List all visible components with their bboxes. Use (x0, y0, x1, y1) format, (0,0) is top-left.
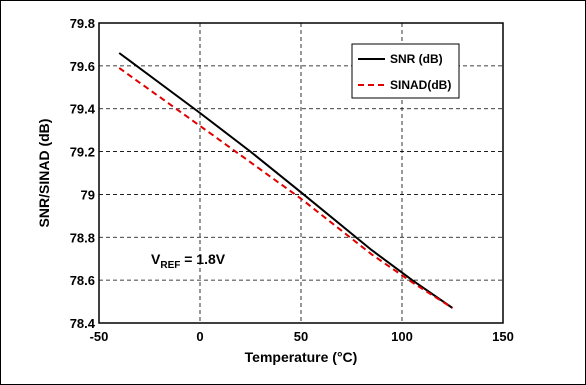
x-tick-label: 100 (391, 329, 413, 344)
series-line-snr (118, 52, 454, 309)
y-tick-label: 79.4 (70, 102, 96, 117)
vref-symbol: V (151, 251, 161, 267)
vref-annotation: VREF = 1.8V (151, 251, 226, 271)
y-tick-label: 79.6 (70, 59, 95, 74)
x-tick-label: 50 (294, 329, 308, 344)
x-tick-label: 150 (492, 329, 514, 344)
x-tick-label: 0 (196, 329, 203, 344)
y-tick-label: 79 (81, 187, 95, 202)
y-axis-label: SNR/SINAD (dB) (36, 119, 52, 228)
y-tick-label: 78.6 (70, 273, 95, 288)
legend: SNR (dB) SINAD(dB) (351, 43, 460, 99)
series-line-sinad (118, 67, 454, 309)
plot-area (98, 22, 504, 324)
tick-labels: -50 0 50 100 150 78.4 78.6 78.8 79 79.2 79.4 79.6 79… (70, 16, 514, 344)
y-tick-label: 78.4 (70, 316, 96, 331)
vref-subscript: REF (160, 260, 180, 271)
series-lines (118, 52, 454, 309)
legend-label-snr: SNR (dB) (390, 52, 443, 66)
legend-label-sinad: SINAD(dB) (390, 78, 451, 92)
x-axis-label: Temperature (°C) (245, 349, 358, 365)
vref-value: = 1.8V (180, 251, 225, 267)
y-tick-label: 79.2 (70, 145, 95, 160)
x-tick-label: -50 (90, 329, 109, 344)
svg-text:VREF = 1.8V: VREF = 1.8V (151, 251, 226, 271)
y-tick-label: 79.8 (70, 16, 95, 31)
y-tick-label: 78.8 (70, 230, 95, 245)
legend-box (351, 43, 460, 99)
